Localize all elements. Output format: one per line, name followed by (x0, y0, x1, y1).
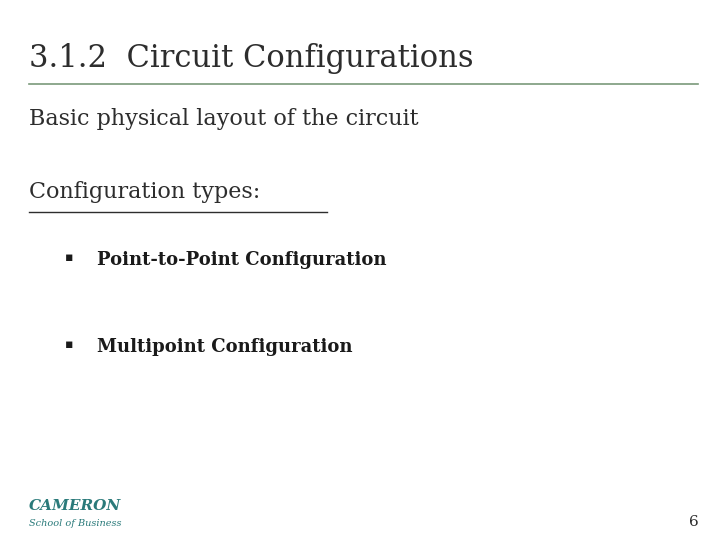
Text: Basic physical layout of the circuit: Basic physical layout of the circuit (29, 108, 418, 130)
Text: School of Business: School of Business (29, 519, 121, 529)
Text: Multipoint Configuration: Multipoint Configuration (97, 338, 353, 355)
Text: Point-to-Point Configuration: Point-to-Point Configuration (97, 251, 387, 269)
Text: CAMERON: CAMERON (29, 500, 121, 514)
Text: 3.1.2  Circuit Configurations: 3.1.2 Circuit Configurations (29, 43, 474, 74)
Text: 6: 6 (688, 515, 698, 529)
Text: Configuration types:: Configuration types: (29, 181, 260, 203)
Text: ▪: ▪ (65, 251, 73, 264)
Text: ▪: ▪ (65, 338, 73, 350)
